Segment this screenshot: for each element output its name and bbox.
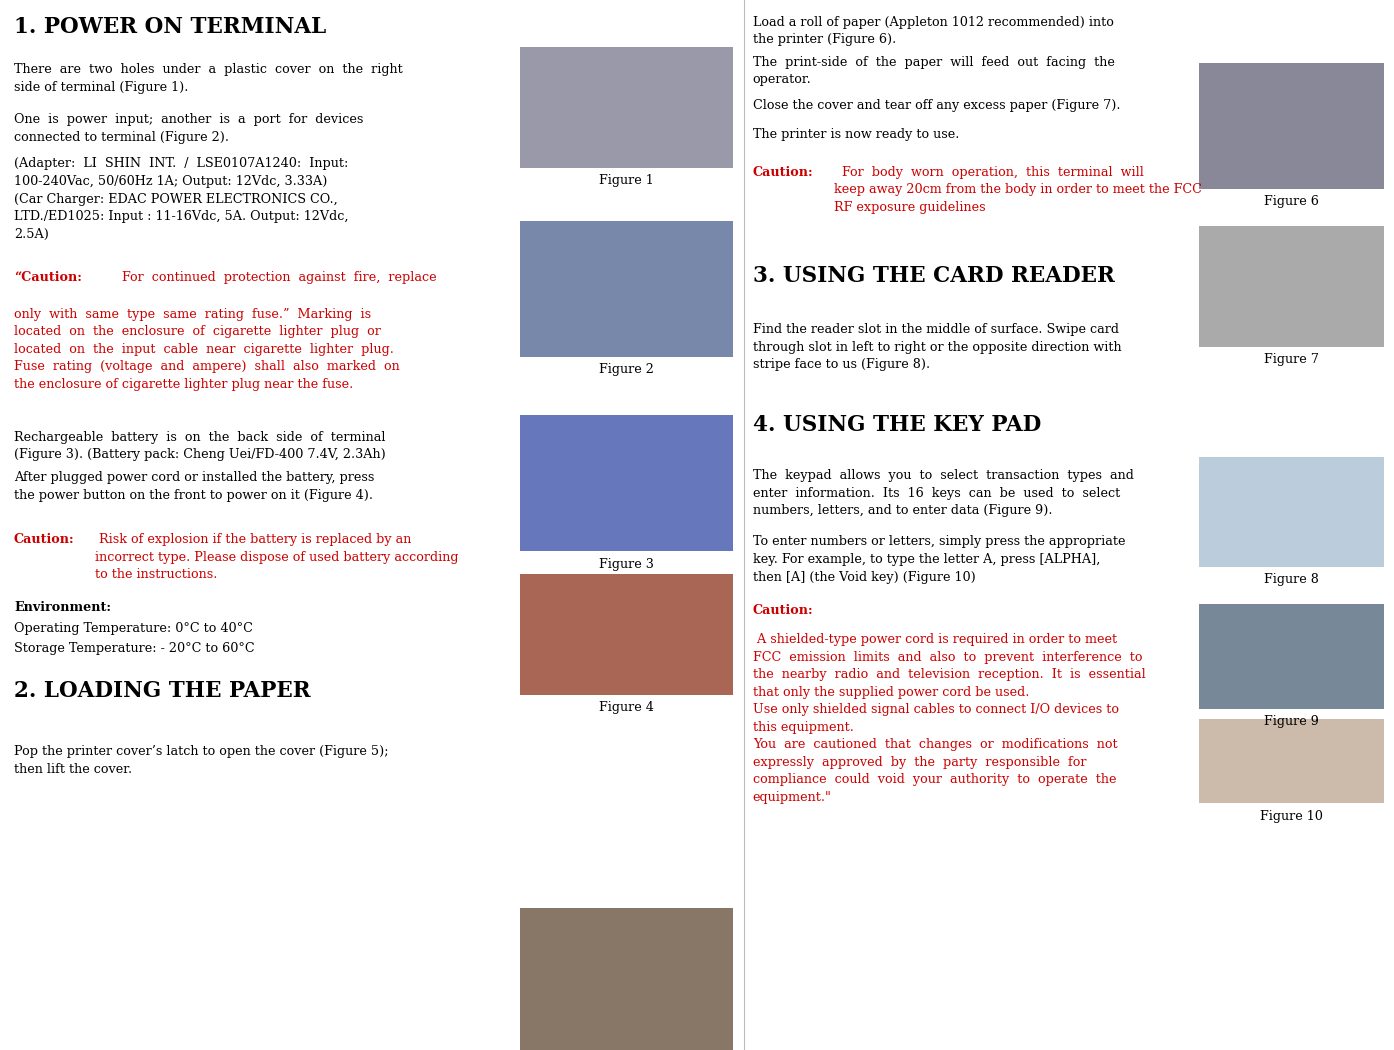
Bar xyxy=(520,908,733,1050)
Bar xyxy=(520,220,733,357)
Text: Figure 6: Figure 6 xyxy=(1264,195,1319,208)
Text: Figure 8: Figure 8 xyxy=(1264,573,1319,586)
Text: Rechargeable  battery  is  on  the  back  side  of  terminal
(Figure 3). (Batter: Rechargeable battery is on the back side… xyxy=(14,430,386,461)
Text: Figure 9: Figure 9 xyxy=(1264,715,1319,728)
Text: Caution:: Caution: xyxy=(753,166,813,179)
Text: The printer is now ready to use.: The printer is now ready to use. xyxy=(753,128,959,141)
Text: Environment:: Environment: xyxy=(14,601,112,613)
Text: Figure 3: Figure 3 xyxy=(599,558,654,570)
Text: Storage Temperature: - 20°C to 60°C: Storage Temperature: - 20°C to 60°C xyxy=(14,642,255,654)
Text: Find the reader slot in the middle of surface. Swipe card
through slot in left t: Find the reader slot in the middle of su… xyxy=(753,323,1121,372)
Bar xyxy=(1199,457,1384,567)
Text: Figure 7: Figure 7 xyxy=(1264,353,1319,365)
Text: 3. USING THE CARD READER: 3. USING THE CARD READER xyxy=(753,265,1115,287)
Text: Risk of explosion if the battery is replaced by an
incorrect type. Please dispos: Risk of explosion if the battery is repl… xyxy=(95,533,459,582)
Text: One  is  power  input;  another  is  a  port  for  devices
connected to terminal: One is power input; another is a port fo… xyxy=(14,113,364,144)
Text: only  with  same  type  same  rating  fuse.”  Marking  is
located  on  the  encl: only with same type same rating fuse.” M… xyxy=(14,308,400,391)
Bar xyxy=(520,47,733,168)
Bar xyxy=(1199,719,1384,803)
Bar xyxy=(520,574,733,695)
Text: For  body  worn  operation,  this  terminal  will
keep away 20cm from the body i: For body worn operation, this terminal w… xyxy=(834,166,1202,214)
Text: A shielded-type power cord is required in order to meet
FCC  emission  limits  a: A shielded-type power cord is required i… xyxy=(753,633,1146,803)
Text: After plugged power cord or installed the battery, press
the power button on the: After plugged power cord or installed th… xyxy=(14,471,375,502)
Bar xyxy=(520,415,733,551)
Text: 2. LOADING THE PAPER: 2. LOADING THE PAPER xyxy=(14,680,311,702)
Text: Figure 10: Figure 10 xyxy=(1260,810,1323,822)
Text: Caution:: Caution: xyxy=(14,533,74,546)
Text: To enter numbers or letters, simply press the appropriate
key. For example, to t: To enter numbers or letters, simply pres… xyxy=(753,536,1125,584)
Text: “Caution:: “Caution: xyxy=(14,271,82,284)
Text: Load a roll of paper (Appleton 1012 recommended) into
the printer (Figure 6).: Load a roll of paper (Appleton 1012 reco… xyxy=(753,16,1114,46)
Text: Operating Temperature: 0°C to 40°C: Operating Temperature: 0°C to 40°C xyxy=(14,622,252,634)
Text: Figure 1: Figure 1 xyxy=(599,174,654,187)
Text: There  are  two  holes  under  a  plastic  cover  on  the  right
side of termina: There are two holes under a plastic cove… xyxy=(14,63,403,93)
Text: The  keypad  allows  you  to  select  transaction  types  and
enter  information: The keypad allows you to select transact… xyxy=(753,469,1133,518)
Text: Caution:: Caution: xyxy=(753,604,813,616)
Text: The  print-side  of  the  paper  will  feed  out  facing  the
operator.: The print-side of the paper will feed ou… xyxy=(753,56,1115,86)
Text: Pop the printer cover’s latch to open the cover (Figure 5);
then lift the cover.: Pop the printer cover’s latch to open th… xyxy=(14,746,389,776)
Text: Figure 2: Figure 2 xyxy=(599,363,654,376)
Text: For  continued  protection  against  fire,  replace: For continued protection against fire, r… xyxy=(114,271,436,284)
Bar xyxy=(1199,63,1384,189)
Text: 4. USING THE KEY PAD: 4. USING THE KEY PAD xyxy=(753,414,1041,436)
Text: (Adapter:  LI  SHIN  INT.  /  LSE0107A1240:  Input:
100-240Vac, 50/60Hz 1A; Outp: (Adapter: LI SHIN INT. / LSE0107A1240: I… xyxy=(14,158,348,240)
Bar xyxy=(1199,604,1384,709)
Text: 1. POWER ON TERMINAL: 1. POWER ON TERMINAL xyxy=(14,16,326,38)
Text: Figure 4: Figure 4 xyxy=(599,701,654,714)
Bar xyxy=(1199,226,1384,346)
Text: Close the cover and tear off any excess paper (Figure 7).: Close the cover and tear off any excess … xyxy=(753,99,1121,111)
